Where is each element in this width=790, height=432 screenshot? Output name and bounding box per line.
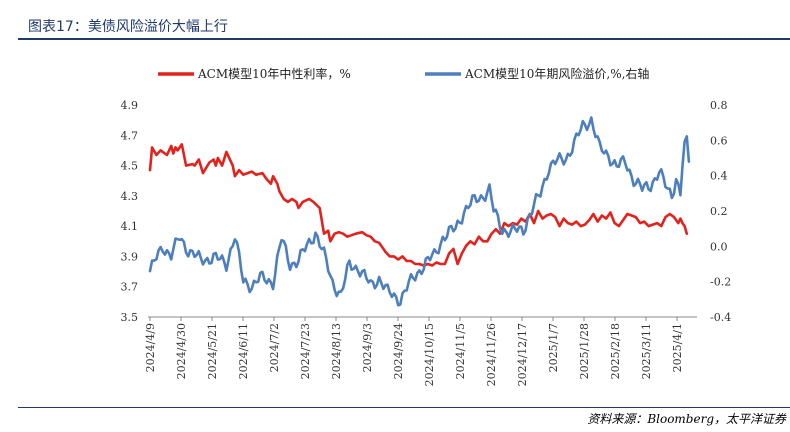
x-tick-label: 2024/9/24 xyxy=(392,323,405,379)
y-right-tick-label: 0.0 xyxy=(710,240,728,253)
series-line-neutral-rate xyxy=(148,143,689,267)
x-tick-label: 2024/7/2 xyxy=(268,323,281,372)
y-right-tick-label: -0.2 xyxy=(710,276,731,289)
x-tick-label: 2024/8/13 xyxy=(330,323,343,379)
y-right-tick-label: 0.8 xyxy=(710,99,728,112)
y-right-tick-label: -0.4 xyxy=(710,311,731,324)
y-right-tick-label: 0.6 xyxy=(710,134,728,147)
x-tick-label: 2024/12/17 xyxy=(516,323,529,386)
legend-item-risk-premium-label: ACM模型10年期风险溢价,%,右轴 xyxy=(464,66,649,81)
x-tick-label: 2025/2/18 xyxy=(609,323,622,379)
y-left-tick-label: 4.9 xyxy=(121,99,139,112)
legend-item-neutral-rate-label: ACM模型10年中性利率，% xyxy=(197,66,351,81)
y-left-tick-label: 4.7 xyxy=(121,129,139,142)
x-tick-label: 2025/4/1 xyxy=(671,323,684,372)
x-tick-label: 2024/11/5 xyxy=(454,323,467,379)
legend: ACM模型10年中性利率，% ACM模型10年期风险溢价,%,右轴 xyxy=(158,66,649,81)
y-left-tick-label: 3.5 xyxy=(121,311,139,324)
x-tick-label: 2024/5/21 xyxy=(206,323,219,379)
x-tick-label: 2024/4/30 xyxy=(175,323,188,379)
y-right-tick-label: 0.2 xyxy=(710,205,728,218)
source-rule xyxy=(18,407,790,408)
x-tick-label: 2024/9/3 xyxy=(361,323,374,372)
y-right-tick-label: 0.4 xyxy=(710,170,728,183)
chart-title: 图表17：美债风险溢价大幅上行 xyxy=(28,19,228,35)
x-tick-label: 2024/11/26 xyxy=(485,323,498,386)
y-left-tick-label: 4.3 xyxy=(121,190,139,203)
y-left-tick-label: 3.7 xyxy=(121,281,139,294)
title-rule xyxy=(18,38,790,40)
title-bar: 图表17：美债风险溢价大幅上行 xyxy=(0,0,790,40)
source-note: 资料来源：Bloomberg，太平洋证券 xyxy=(587,412,786,426)
x-tick-label: 2025/1/28 xyxy=(578,323,591,379)
x-tick-label: 2024/6/11 xyxy=(237,323,250,379)
x-tick-label: 2024/4/9 xyxy=(144,323,157,372)
x-tick-label: 2024/7/23 xyxy=(299,323,312,379)
line-chart: ACM模型10年中性利率，% ACM模型10年期风险溢价,%,右轴 4.94.74… xyxy=(121,66,732,386)
series-line-risk-premium xyxy=(148,116,691,307)
x-tick-label: 2025/3/11 xyxy=(640,323,653,379)
series-group xyxy=(148,116,691,307)
axes: 4.9 4.7 4.5 4.3 4.1 3.9 3.7 3.5 0.8 0.6 0.4 0.2 0.0 -… xyxy=(121,99,732,386)
x-tick-label: 2024/10/15 xyxy=(423,323,436,386)
x-tick-label: 2025/1/7 xyxy=(547,323,560,372)
y-left-tick-label: 4.1 xyxy=(121,220,139,233)
y-left-tick-label: 3.9 xyxy=(121,250,139,263)
y-left-tick-label: 4.5 xyxy=(121,160,139,173)
